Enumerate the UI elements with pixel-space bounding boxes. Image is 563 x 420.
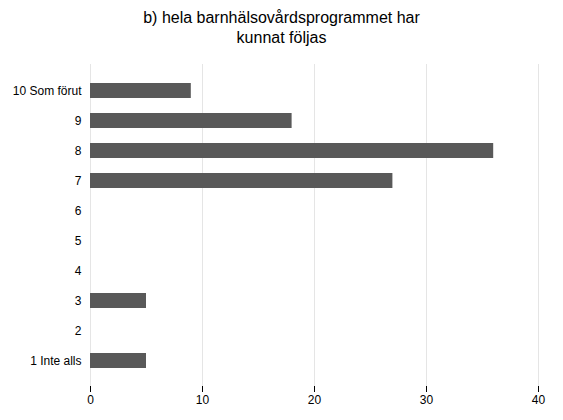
html-text:b) hela barnhälsovårdsprogramm: b) hela barnhälsovårdsprogrammet har kun… <box>143 9 420 46</box>
svg-text:10: 10 <box>196 393 210 407</box>
svg-text:2: 2 <box>75 324 82 338</box>
svg-text:8: 8 <box>75 144 82 158</box>
svg-text:9: 9 <box>75 114 82 128</box>
svg-text:1 Inte alls: 1 Inte alls <box>30 354 81 368</box>
svg-text:4: 4 <box>75 264 82 278</box>
svg-text:30: 30 <box>420 393 434 407</box>
svg-text:7: 7 <box>75 174 82 188</box>
svg-text:0: 0 <box>87 393 94 407</box>
svg-text:40: 40 <box>532 393 546 407</box>
svg-text:20: 20 <box>308 393 322 407</box>
svg-text:6: 6 <box>75 204 82 218</box>
svg-text:5: 5 <box>75 234 82 248</box>
svg-text:3: 3 <box>75 294 82 308</box>
svg-text:10 Som förut: 10 Som förut <box>13 84 82 98</box>
